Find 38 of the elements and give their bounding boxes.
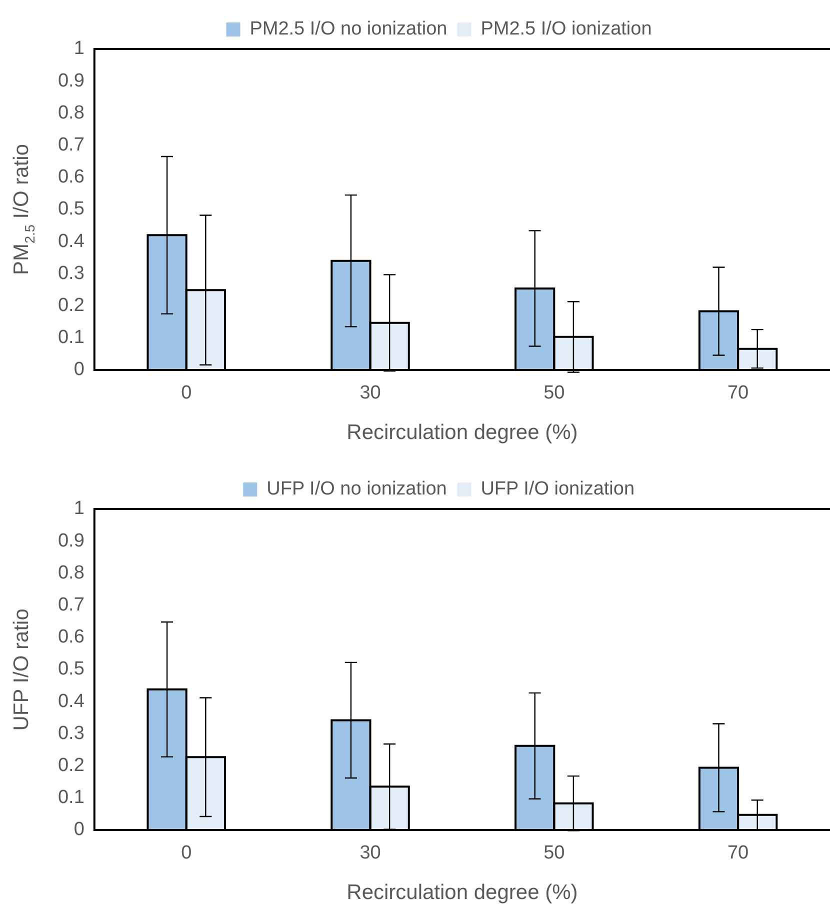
y-axis-title: PM2.5 I/O ratio xyxy=(10,144,38,275)
legend-label: PM2.5 I/O no ionization xyxy=(250,18,448,40)
y-tick-label: 0.6 xyxy=(58,166,84,188)
y-tick-label: 0.3 xyxy=(58,722,84,744)
y-tick-label: 1 xyxy=(74,38,84,60)
x-tick-label: 30 xyxy=(360,842,381,864)
y-tick-label: 0.1 xyxy=(58,787,84,808)
y-tick-label: 0.9 xyxy=(58,530,84,552)
y-axis-title: UFP I/O ratio xyxy=(10,608,33,731)
y-tick-label: 0 xyxy=(74,359,84,380)
y-tick-label: 0.7 xyxy=(58,594,84,616)
y-tick-label: 0.5 xyxy=(58,198,84,220)
y-tick-label: 0.4 xyxy=(58,690,85,712)
y-tick-label: 0.8 xyxy=(58,562,84,584)
y-tick-label: 0.7 xyxy=(58,134,84,156)
x-axis-title: Recirculation degree (%) xyxy=(346,421,578,444)
x-tick-label: 70 xyxy=(727,382,749,404)
y-tick-label: 0.2 xyxy=(58,295,84,316)
legend-label: UFP I/O ionization xyxy=(480,478,635,500)
legend-label: PM2.5 I/O ionization xyxy=(480,18,652,40)
x-tick-label: 50 xyxy=(544,842,565,864)
y-tick-label: 0.2 xyxy=(58,755,84,776)
y-tick-label: 0.8 xyxy=(58,102,84,124)
x-tick-label: 30 xyxy=(360,382,381,404)
y-tick-label: 0.1 xyxy=(58,327,84,348)
x-tick-label: 0 xyxy=(181,382,192,404)
x-tick-label: 70 xyxy=(727,842,749,864)
legend-label: UFP I/O no ionization xyxy=(266,478,447,500)
x-tick-label: 0 xyxy=(181,842,192,864)
y-tick-label: 0.9 xyxy=(58,70,84,92)
y-tick-label: 1 xyxy=(74,498,84,520)
y-tick-label: 0 xyxy=(74,819,84,840)
y-tick-label: 0.6 xyxy=(58,626,84,648)
y-tick-label: 0.4 xyxy=(58,230,85,252)
y-tick-label: 0.5 xyxy=(58,658,84,680)
y-tick-label: 0.3 xyxy=(58,262,84,284)
x-tick-label: 50 xyxy=(544,382,565,404)
x-axis-title: Recirculation degree (%) xyxy=(346,881,578,904)
